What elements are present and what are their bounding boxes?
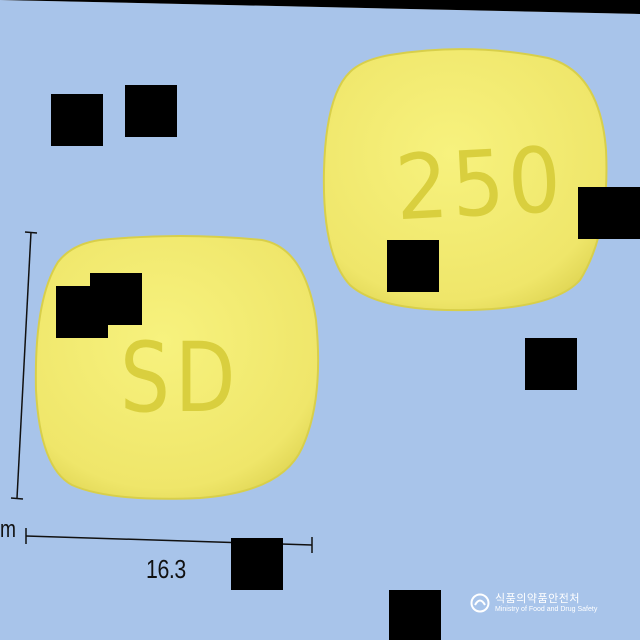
imprint-250: 250 xyxy=(393,128,567,242)
redaction-block xyxy=(525,338,577,390)
redaction-block xyxy=(387,240,439,292)
redaction-block xyxy=(578,187,640,239)
imprint-sd: SD xyxy=(120,322,240,434)
mfds-english-name: Ministry of Food and Drug Safety xyxy=(495,606,598,613)
ruler-vertical xyxy=(10,231,38,500)
imprint-sd-text: SD xyxy=(120,322,241,434)
redaction-block xyxy=(90,273,142,325)
mfds-korean-name: 식품의약품안전처 xyxy=(495,592,580,605)
redaction-block xyxy=(51,94,103,146)
background-corner xyxy=(0,0,640,14)
redaction-block xyxy=(389,590,441,640)
mfds-watermark: 식품의약품안전처 Ministry of Food and Drug Safet… xyxy=(470,593,597,613)
redaction-block xyxy=(231,538,283,590)
redaction-block xyxy=(125,85,177,137)
mfds-logo-icon xyxy=(470,593,490,613)
imprint-250-text: 250 xyxy=(392,127,568,242)
unit-label: m xyxy=(0,516,16,543)
length-label: 16.3 xyxy=(146,554,186,584)
